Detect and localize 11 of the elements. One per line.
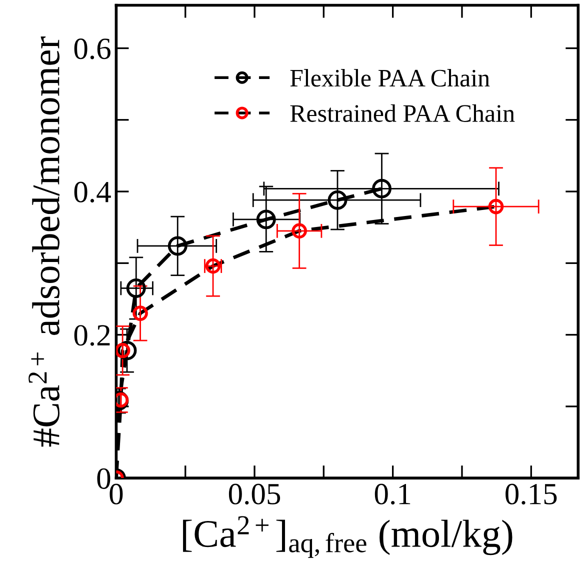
legend-label: Flexible PAA Chain — [290, 69, 490, 87]
y-tick-label: 0 — [97, 468, 110, 489]
x-tick-label: 0.15 — [506, 484, 557, 505]
x-axis-title: [Ca$^{2+}$]$_{aq,free}$ (mol/kg) — [183, 516, 512, 558]
y-axis-title: #Ca$^{2+}$ adsorbed/monomer — [28, 36, 60, 447]
legend-label: Restrained PAA Chain — [290, 104, 515, 122]
y-tick-label: 0.4 — [74, 182, 111, 203]
x-tick-label: 0.1 — [374, 484, 410, 505]
x-tick-label: 0.05 — [228, 484, 280, 505]
y-tick-label: 0.2 — [74, 325, 110, 346]
y-tick-label: 0.6 — [74, 38, 110, 60]
